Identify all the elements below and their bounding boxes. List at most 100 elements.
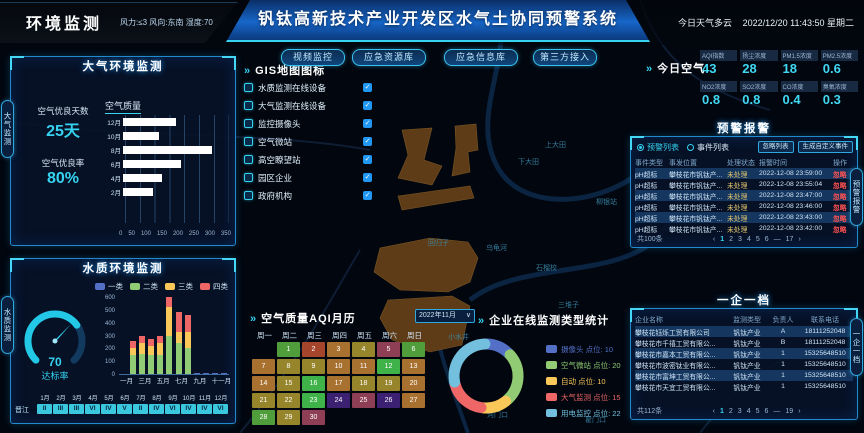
pagination-page[interactable]: 19 xyxy=(785,407,794,415)
air-metric-value: 0.8 xyxy=(742,92,761,107)
pagination-page[interactable]: 2 xyxy=(729,235,734,243)
ignore-list-button[interactable]: 忽略列表 xyxy=(757,141,794,153)
pagination-next[interactable]: › xyxy=(798,407,801,415)
column-header: 报警时间 xyxy=(759,160,787,167)
emergency-info-button[interactable]: 应急信息库 xyxy=(444,49,518,66)
pagination-page[interactable]: 4 xyxy=(746,235,751,243)
table-cell: pH超标 xyxy=(635,193,658,201)
pagination-page[interactable]: 17 xyxy=(785,235,794,243)
water-x-tick: 七月 xyxy=(175,378,188,385)
pagination-page[interactable]: 5 xyxy=(755,235,760,243)
enterprise-table-row[interactable]: 攀枝花市富坤工贸有限公... 钒钛产业 1 15325648510 xyxy=(635,370,853,381)
air-bar-row: 4月 xyxy=(105,171,229,184)
enterprise-table-row[interactable]: 攀枝花市嘉本工贸有限公... 钒钛产业 1 15325648510 xyxy=(635,348,853,359)
table-cell: 未处理 xyxy=(727,193,748,201)
water-chart-plot: 一月 三月 五月 七月 九月 十一月 xyxy=(119,297,231,385)
weekday-label: 周六 xyxy=(382,331,397,340)
water-legend-item: 四类 xyxy=(200,281,228,292)
alarm-table-row[interactable]: pH超标 攀枝花市钒钛产... 未处理 2022-12-08 23:59:00 忽略 xyxy=(635,168,853,179)
enterprise-table-row[interactable]: 攀枝花市千禧工贸有限公... 钒钛产业 B 18111252048 xyxy=(635,337,853,348)
video-monitor-button[interactable]: 视频监控 xyxy=(281,49,345,66)
layer-checkbox[interactable]: ✓ xyxy=(363,83,372,92)
alarm-table-row[interactable]: pH超标 攀枝花市钒钛产... 未处理 2022-12-08 23:47:00 忽略 xyxy=(635,190,853,201)
header-weather-info: 风力:≤3 风向:东南 湿度:70 xyxy=(120,18,213,27)
map-place-label: 上大田 xyxy=(545,142,566,149)
water-bar-segment xyxy=(148,346,155,355)
pagination-prev[interactable]: ‹ xyxy=(712,407,715,415)
enterprise-table-row[interactable]: 攀枝花市天宜工贸有限公... 钒钛产业 1 15325648510 xyxy=(635,381,853,392)
pagination-prev[interactable]: ‹ xyxy=(712,235,716,243)
water-stacked-bar xyxy=(203,372,210,374)
water-stacked-bar xyxy=(221,372,228,374)
water-x-tick: 十一月 xyxy=(211,378,232,385)
air-bar-category: 12月 xyxy=(107,119,121,127)
map-place-label: 回归子 xyxy=(428,240,449,247)
alarm-table-row[interactable]: pH超标 攀枝花市钒钛产... 未处理 2022-12-08 23:43:00 忽略 xyxy=(635,212,853,223)
gis-menu-item[interactable]: 政府机构 ✓ xyxy=(244,187,372,204)
table-cell: pH超标 xyxy=(635,226,658,234)
table-cell: 攀枝花市钒钛产... xyxy=(669,215,723,223)
layer-checkbox[interactable]: ✓ xyxy=(363,155,372,164)
layer-checkbox[interactable]: ✓ xyxy=(363,191,372,200)
pagination-page[interactable]: 5 xyxy=(755,407,760,415)
side-tab-alarm[interactable]: 预警报警 xyxy=(850,168,863,226)
alarm-table-row[interactable]: pH超标 攀枝花市钒钛产... 未处理 2022-12-08 23:55:04 忽略 xyxy=(635,179,853,190)
gis-item-label: 空气微站 xyxy=(258,136,293,147)
gis-menu-item[interactable]: 空气微站 ✓ xyxy=(244,133,372,150)
side-tab-air-monitor[interactable]: 大气监测 xyxy=(1,100,14,158)
water-panel-title: 水质环境监测 xyxy=(82,263,164,275)
alarm-table-row[interactable]: pH超标 攀枝花市钒钛产... 未处理 2022-12-08 23:42:00 忽略 xyxy=(635,223,853,234)
emergency-resource-button[interactable]: 应急资源库 xyxy=(352,49,426,66)
gis-menu-item[interactable]: 高空瞭望站 ✓ xyxy=(244,151,372,168)
air-metric-value: 0.4 xyxy=(782,92,801,107)
enterprise-table-row[interactable]: 攀枝花市波密钛业有限公... 钒钛产业 1 15325648510 xyxy=(635,359,853,370)
tab-warning-list[interactable]: 预警列表 xyxy=(637,142,679,153)
create-custom-event-button[interactable]: 生成自定义事件 xyxy=(797,141,853,153)
gis-menu-item[interactable]: 大气监测在线设备 ✓ xyxy=(244,97,372,114)
gis-menu-item[interactable]: 水质监测在线设备 ✓ xyxy=(244,79,372,96)
layer-checkbox[interactable]: ✓ xyxy=(363,137,372,146)
tab-event-list[interactable]: 事件列表 xyxy=(687,142,729,153)
air-bar-track xyxy=(123,131,229,140)
air-panel-title: 大气环境监测 xyxy=(82,61,164,73)
alarm-table-row[interactable]: pH超标 攀枝花市钒钛产... 未处理 2022-12-08 23:46:00 忽略 xyxy=(635,201,853,212)
water-x-tick: 五月 xyxy=(156,378,170,385)
calendar-day-cell: 18 xyxy=(352,376,375,391)
donut-segment xyxy=(477,395,512,414)
pagination-page[interactable]: 6 xyxy=(764,235,769,243)
enterprise-table-row[interactable]: 攀枝花钰烁工贸有限公司 钒钛产业 A 18111252048 xyxy=(635,326,853,337)
pagination-next[interactable]: › xyxy=(798,235,801,243)
water-bar-segment xyxy=(148,354,155,374)
pagination-page[interactable]: 1 xyxy=(720,235,725,243)
table-cell: 未处理 xyxy=(727,182,748,190)
pagination-page[interactable]: 6 xyxy=(764,407,769,415)
side-tab-enterprise[interactable]: 一企一档 xyxy=(850,318,863,376)
table-cell: 攀枝花市波密钛业有限公... xyxy=(635,362,716,370)
donut-segment xyxy=(481,338,514,359)
pagination-page[interactable]: 1 xyxy=(719,407,724,415)
side-tab-water-monitor[interactable]: 水质监测 xyxy=(1,296,14,354)
gis-menu-item[interactable]: 园区企业 ✓ xyxy=(244,169,372,186)
layer-icon xyxy=(244,101,253,110)
air-x-tick: 100 xyxy=(140,231,151,237)
month-select-dropdown[interactable]: 2022年11月 ∨ xyxy=(415,309,475,323)
layer-checkbox[interactable]: ✓ xyxy=(363,119,372,128)
calendar-day-cell: 1 xyxy=(277,342,300,357)
pagination-page[interactable]: 3 xyxy=(737,407,742,415)
map-place-label: 三堆子 xyxy=(558,302,579,309)
grade-month-label: 6月 xyxy=(120,396,130,402)
calendar-day-cell: 16 xyxy=(302,376,325,391)
water-stacked-bar xyxy=(148,339,155,374)
layer-checkbox[interactable]: ✓ xyxy=(363,101,372,110)
pagination-page[interactable]: 3 xyxy=(738,235,742,243)
pagination-page[interactable]: 2 xyxy=(728,407,733,415)
water-bar-segment xyxy=(175,331,182,344)
pagination-page[interactable]: 4 xyxy=(746,407,751,415)
air-quality-bar-chart: 空气质量 12月 10月 8月 6月 4月 2月 0 50 100 150 200 250 300 35… xyxy=(105,99,231,239)
third-party-button[interactable]: 第三方接入 xyxy=(533,49,597,66)
gis-menu-item[interactable]: 监控摄像头 ✓ xyxy=(244,115,372,132)
grade-cell: IV xyxy=(101,404,116,414)
column-header: 负责人 xyxy=(772,317,794,324)
layer-checkbox[interactable]: ✓ xyxy=(363,173,372,182)
